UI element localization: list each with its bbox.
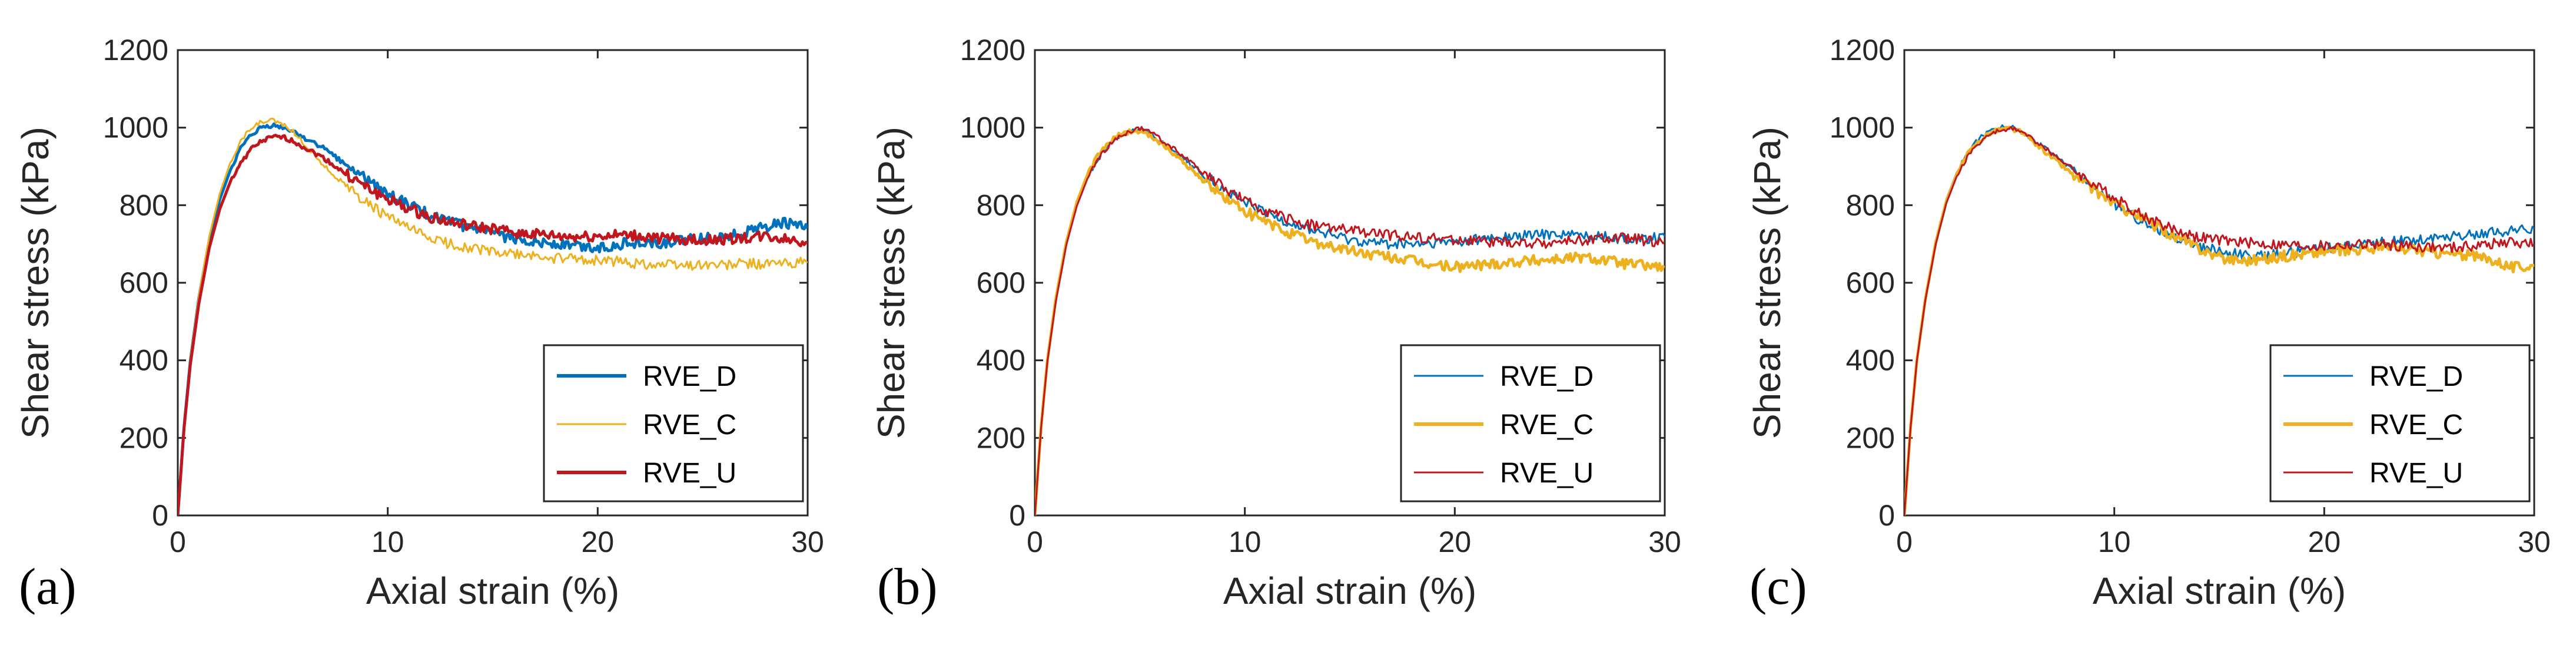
chart-panel-1: 0 200 400 600 800 1000 1200 0 10 20 30 Axial strain… [14,34,824,616]
x-tick-label: 20 [1439,525,1472,558]
y-tick-label: 1200 [103,34,168,67]
y-axis-title: Shear stress (kPa) [870,127,912,439]
legend-entry: RVE_C [643,409,736,441]
x-tick-label: 10 [371,525,404,558]
y-tick-label: 1000 [103,111,168,144]
panel-label: (a) [19,558,77,616]
series-line-rve-u [178,134,808,515]
y-tick-label: 0 [1878,499,1895,532]
y-tick-label: 0 [1009,499,1025,532]
y-tick-label: 400 [1846,344,1895,377]
series-line-rve-c [1035,128,1665,515]
legend: RVE_D RVE_C RVE_U [1400,344,1661,502]
y-tick-label: 1200 [960,34,1025,67]
series-line-rve-u [1904,125,2534,515]
y-tick-label: 800 [977,189,1025,221]
x-axis-title: Axial strain (%) [1223,570,1476,612]
y-tick-label: 600 [1846,266,1895,299]
legend-entry: RVE_U [643,458,736,489]
y-tick-label: 800 [1846,189,1895,221]
legend-entry: RVE_C [1500,409,1594,441]
series-line-rve-u [1035,125,1665,515]
y-tick-label: 800 [119,189,168,221]
legend-entry: RVE_D [1500,361,1594,392]
series-group [1904,124,2534,515]
y-tick-label: 200 [1846,421,1895,454]
y-tick-label: 400 [119,344,168,377]
x-tick-label: 0 [1027,525,1043,558]
y-tick-label: 600 [977,266,1025,299]
y-tick-label: 1200 [1830,34,1895,67]
series-line-rve-c [178,117,808,515]
legend-entry: RVE_D [643,361,736,392]
y-tick-label: 1000 [1830,111,1895,144]
panel-label: (c) [1750,558,1807,616]
panel-label: (b) [877,558,938,616]
x-tick-label: 20 [2308,525,2341,558]
y-tick-label: 0 [152,499,168,532]
series-line-rve-c [1904,125,2534,515]
x-axis-title: Axial strain (%) [366,570,619,612]
legend-entry: RVE_U [2369,458,2463,489]
x-tick-label: 20 [582,525,615,558]
y-tick-label: 1000 [960,111,1025,144]
chart-panel-2: 0 200 400 600 800 1000 1200 0 10 20 30 Axial strain… [870,34,1681,616]
y-axis-title: Shear stress (kPa) [1746,127,1788,439]
y-tick-label: 200 [119,421,168,454]
x-tick-label: 10 [1229,525,1262,558]
series-group [178,117,808,515]
x-tick-label: 0 [1896,525,1913,558]
legend: RVE_D RVE_C RVE_U [543,344,804,502]
series-line-rve-d [1035,128,1665,515]
y-tick-label: 600 [119,266,168,299]
legend: RVE_D RVE_C RVE_U [2269,344,2531,502]
x-tick-label: 30 [2518,525,2551,558]
legend-entry: RVE_D [2369,361,2463,392]
legend-entry: RVE_U [1500,458,1594,489]
x-tick-label: 10 [2098,525,2131,558]
chart-panel-3: 0 200 400 600 800 1000 1200 0 10 20 30 Axial strain… [1746,34,2551,616]
series-group [1035,125,1665,515]
x-tick-label: 30 [1648,525,1681,558]
y-tick-label: 400 [977,344,1025,377]
legend-entry: RVE_C [2369,409,2463,441]
x-tick-label: 0 [170,525,186,558]
x-tick-label: 30 [791,525,824,558]
y-axis-title: Shear stress (kPa) [14,127,57,439]
x-axis-title: Axial strain (%) [2093,570,2346,612]
y-tick-label: 200 [977,421,1025,454]
